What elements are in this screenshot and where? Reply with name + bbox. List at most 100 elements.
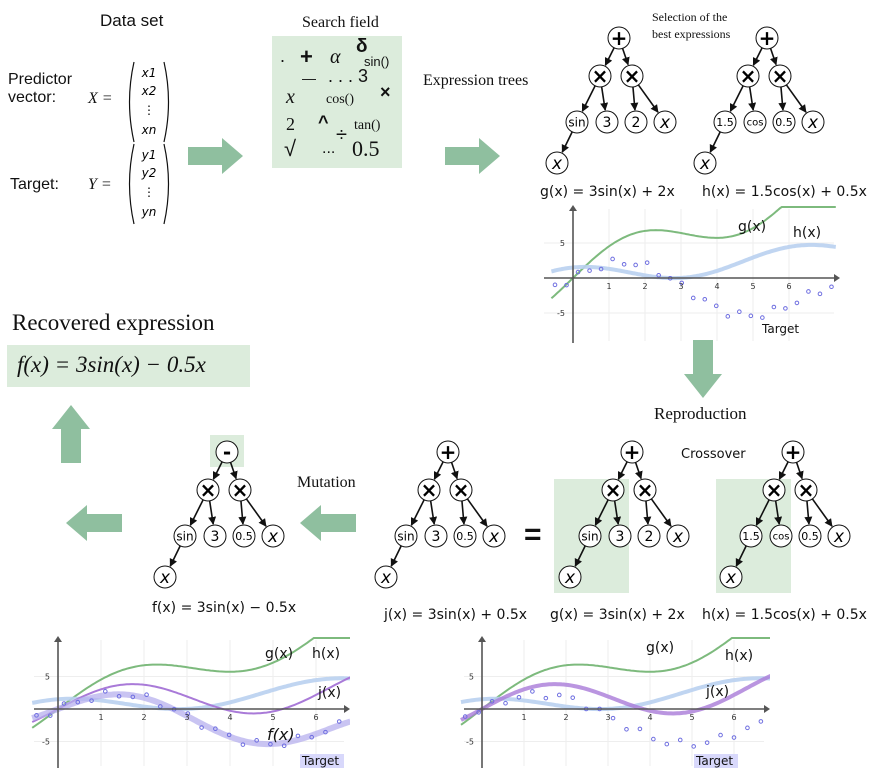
target-point: [570, 695, 576, 700]
target-point: [731, 735, 737, 740]
top-g-tree-node-circle: [653, 110, 677, 134]
j-tree-node-circle: [417, 478, 441, 502]
top-h-tree-edge: [709, 131, 721, 153]
target-point: [462, 714, 468, 719]
cross-g-tree-edge: [617, 461, 628, 480]
target-point: [702, 296, 708, 302]
top-g-tree-node-label: ×: [592, 64, 609, 88]
f-tree-edge: [229, 462, 238, 480]
j-tree-node-plus: +: [436, 440, 460, 464]
f-tree-node-label: ×: [232, 478, 249, 502]
f-tree-node-three: 3: [203, 524, 227, 548]
top-h-tree-node-circle: [713, 110, 737, 134]
cross-h-tree-edge: [811, 498, 833, 527]
j-tree-node-label: 0.5: [456, 530, 474, 543]
target-point: [598, 266, 604, 272]
f-tree-node-times: ×: [228, 478, 252, 502]
target-point: [690, 295, 696, 301]
cross-h-tree-node-one_half: 1.5: [739, 524, 763, 548]
top-h-tree-edge: [752, 47, 763, 66]
top-h-tree-node-circle: [755, 26, 779, 50]
cross-h-tree-node-plus: +: [781, 440, 805, 464]
sf-caret: ^: [318, 112, 329, 132]
target-point: [737, 309, 742, 315]
top-g-tree-edge: [604, 47, 615, 66]
cross-g-tree-node-circle: [601, 478, 625, 502]
cross-g-tree-node-circle: [637, 524, 661, 548]
top-h-tree-edge: [785, 84, 807, 113]
target-point: [103, 689, 108, 694]
x-tick-label: 2: [141, 713, 146, 722]
j-tree-edge: [433, 461, 444, 480]
y-tick-label: -5: [557, 309, 565, 318]
top-h-tree-node-one_half: 1.5: [713, 110, 737, 134]
top-g-tree-node-circle: [624, 110, 648, 134]
top-g-tree-node-circle: [545, 151, 569, 175]
selection-title: Selection of the best expressions: [652, 9, 730, 43]
cross-h-tree-node-times: ×: [794, 478, 818, 502]
j-tree-node-label: x: [380, 568, 392, 588]
f-tree-node-label: ×: [200, 478, 217, 502]
sf-times: ×: [380, 82, 391, 102]
f-tree-node-circle: [203, 524, 227, 548]
top-g-tree-node-sin: sin: [565, 110, 589, 134]
target-point: [130, 694, 136, 700]
top-h-tree-edge: [729, 85, 744, 112]
sf-x: x: [286, 86, 295, 108]
top-plot: 1 2 3 4 5 6 5 -5 g(x) h(x) Target: [544, 205, 840, 343]
y-axis-arrow: [569, 205, 577, 211]
y-axis-arrow: [478, 636, 486, 642]
f-tree-node-circle: [228, 478, 252, 502]
j-tree-node-circle: [394, 524, 418, 548]
x-tick-label: 1: [521, 713, 526, 722]
sf-ellipsis: ...: [322, 140, 336, 157]
cross-h-tree-node-label: 0.5: [801, 530, 819, 543]
f-tree-node-circle: [261, 524, 285, 548]
target-point: [587, 268, 592, 273]
selection-title-line2: best expressions: [652, 27, 731, 41]
x-tick-label: 4: [227, 713, 232, 722]
top-g-formula: g(x) = 3sin(x) + 2x: [540, 184, 675, 200]
cross-g-tree-node-x: x: [558, 565, 582, 589]
f-tree-node-label: sin: [176, 529, 193, 543]
bottom-j-formula: j(x) = 3sin(x) + 0.5x: [384, 607, 528, 623]
top-h-tree-node-circle: [801, 110, 825, 134]
target-point: [516, 695, 522, 700]
j-tree-edge: [429, 500, 438, 525]
bottom-g-formula: g(x) = 3sin(x) + 2x: [550, 607, 685, 623]
x-axis-arrow: [834, 274, 840, 282]
g-label: g(x): [738, 219, 766, 235]
mutation-title: Mutation: [297, 474, 356, 491]
top-h-tree-node-circle: [743, 110, 767, 134]
target-point: [268, 741, 273, 747]
arrow-right-2: [445, 138, 500, 174]
target-point: [309, 734, 315, 740]
top-g-tree-node-label: ×: [624, 64, 641, 88]
sf-cos: cos(): [326, 92, 354, 107]
f-tree-node-x: x: [153, 565, 177, 589]
x-tick-label: 3: [605, 713, 610, 722]
target-point: [336, 719, 342, 724]
sf-tan: tan(): [354, 118, 381, 133]
y-tick-label: -5: [42, 738, 50, 747]
target-point: [718, 732, 723, 738]
f-tree-node-label: 3: [211, 529, 220, 545]
target-point: [758, 719, 764, 724]
cross-h-tree-node-x: x: [827, 524, 851, 548]
target-point: [240, 742, 246, 747]
j-tree-node-label: +: [440, 440, 457, 464]
target-entry-4: yn: [141, 205, 157, 219]
top-h-tree-edge: [778, 86, 787, 111]
f-tree-node-label: x: [267, 527, 279, 547]
top-g-tree-node-label: sin: [568, 115, 585, 129]
top-h-tree-node-times: ×: [768, 64, 792, 88]
target-point: [530, 689, 535, 694]
target-point: [564, 282, 569, 288]
cross-g-tree-node-label: x: [564, 568, 576, 588]
top-h-tree-node-label: cos: [747, 118, 764, 129]
bottom-left-plot: 1 2 3 4 5 6 5 -5 g(x) h(x) j(x) f(x) Target: [31, 636, 350, 768]
top-g-tree-edge: [581, 85, 596, 112]
top-h-formula: h(x) = 1.5cos(x) + 0.5x: [702, 184, 867, 200]
top-g-tree-edge: [561, 131, 573, 153]
cross-h-tree-node-circle: [769, 524, 793, 548]
